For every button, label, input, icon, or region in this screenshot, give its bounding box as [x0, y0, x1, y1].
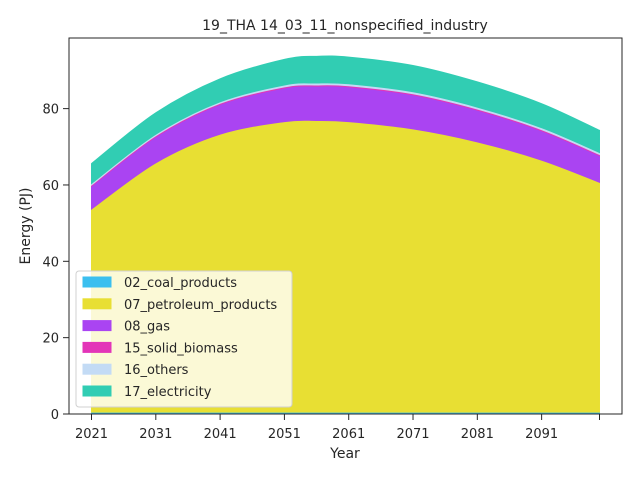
x-axis: 2021 2031 2041 2051 2061 2071 2081 2091 — [75, 414, 600, 442]
x-tick-label: 2071 — [396, 427, 429, 442]
x-tick-label: 2081 — [461, 427, 494, 442]
x-axis-label: Year — [329, 446, 360, 462]
legend-swatch-15_solid_biomass — [82, 341, 112, 353]
y-tick-label: 0 — [51, 408, 59, 423]
y-axis-label: Energy (PJ) — [18, 188, 34, 265]
legend: 02_coal_products 07_petroleum_products 08_… — [75, 270, 293, 408]
y-tick-label: 40 — [42, 255, 59, 270]
x-tick-label: 2061 — [332, 427, 365, 442]
legend-box — [75, 270, 293, 408]
legend-label-02_coal_products: 02_coal_products — [124, 276, 237, 291]
y-tick-label: 20 — [42, 332, 59, 347]
y-axis: 0 20 40 60 80 — [42, 103, 69, 423]
x-tick-label: 2051 — [268, 427, 301, 442]
legend-label-07_petroleum_products: 07_petroleum_products — [124, 298, 277, 313]
x-tick-label: 2031 — [139, 427, 172, 442]
legend-swatch-17_electricity — [82, 385, 112, 397]
legend-swatch-16_others — [82, 363, 112, 375]
y-tick-label: 60 — [42, 179, 59, 194]
x-tick-label: 2021 — [75, 427, 108, 442]
chart-title: 19_THA 14_03_11_nonspecified_industry — [202, 18, 488, 34]
legend-label-17_electricity: 17_electricity — [124, 385, 212, 400]
legend-swatch-08_gas — [82, 320, 112, 332]
legend-label-08_gas: 08_gas — [124, 320, 170, 335]
x-tick-label: 2091 — [525, 427, 558, 442]
legend-swatch-02_coal_products — [82, 276, 112, 288]
x-tick-label: 2041 — [204, 427, 237, 442]
legend-label-15_solid_biomass: 15_solid_biomass — [124, 341, 238, 356]
legend-label-16_others: 16_others — [124, 363, 189, 378]
area-17_electricity — [91, 55, 600, 185]
y-tick-label: 80 — [42, 103, 59, 118]
plot-frame — [68, 37, 623, 415]
legend-swatch-07_petroleum_products — [82, 298, 112, 310]
